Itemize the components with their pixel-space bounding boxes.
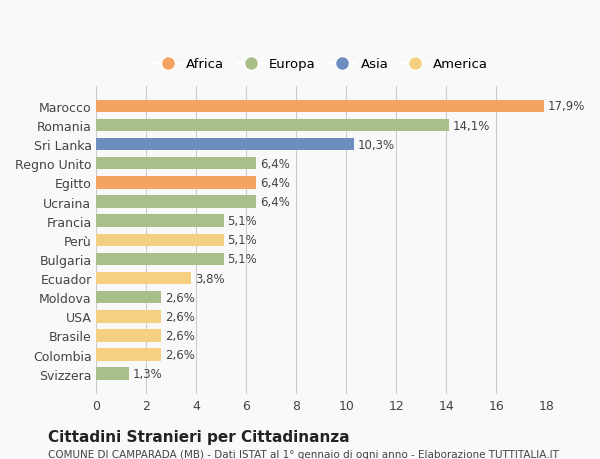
Bar	[97, 101, 544, 113]
Text: 1,3%: 1,3%	[133, 367, 163, 381]
Bar	[97, 348, 161, 361]
Text: 5,1%: 5,1%	[227, 253, 257, 266]
Text: 2,6%: 2,6%	[165, 291, 195, 304]
Text: Cittadini Stranieri per Cittadinanza: Cittadini Stranieri per Cittadinanza	[48, 429, 350, 444]
Bar	[97, 291, 161, 304]
Bar	[97, 196, 256, 208]
Text: 10,3%: 10,3%	[358, 138, 395, 151]
Bar	[97, 158, 256, 170]
Legend: Africa, Europa, Asia, America: Africa, Europa, Asia, America	[149, 53, 494, 77]
Text: 5,1%: 5,1%	[227, 234, 257, 247]
Bar	[97, 310, 161, 323]
Text: 3,8%: 3,8%	[195, 272, 225, 285]
Text: 6,4%: 6,4%	[260, 177, 290, 190]
Text: 17,9%: 17,9%	[548, 100, 585, 113]
Bar	[97, 272, 191, 285]
Text: 2,6%: 2,6%	[165, 329, 195, 342]
Bar	[97, 368, 129, 380]
Text: 14,1%: 14,1%	[452, 119, 490, 132]
Text: 2,6%: 2,6%	[165, 310, 195, 323]
Bar	[97, 253, 224, 266]
Bar	[97, 215, 224, 227]
Text: 6,4%: 6,4%	[260, 157, 290, 170]
Bar	[97, 234, 224, 246]
Text: COMUNE DI CAMPARADA (MB) - Dati ISTAT al 1° gennaio di ogni anno - Elaborazione : COMUNE DI CAMPARADA (MB) - Dati ISTAT al…	[48, 449, 559, 459]
Bar	[97, 119, 449, 132]
Text: 5,1%: 5,1%	[227, 215, 257, 228]
Text: 2,6%: 2,6%	[165, 348, 195, 361]
Bar	[97, 330, 161, 342]
Bar	[97, 177, 256, 189]
Bar	[97, 139, 354, 151]
Text: 6,4%: 6,4%	[260, 196, 290, 208]
